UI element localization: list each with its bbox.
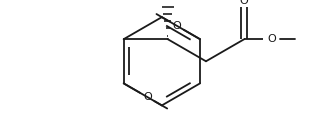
Text: O: O [267, 34, 276, 44]
Text: NH$_2$: NH$_2$ [156, 0, 179, 2]
Text: O: O [172, 21, 181, 30]
Text: O: O [143, 92, 152, 102]
Text: O: O [240, 0, 249, 6]
